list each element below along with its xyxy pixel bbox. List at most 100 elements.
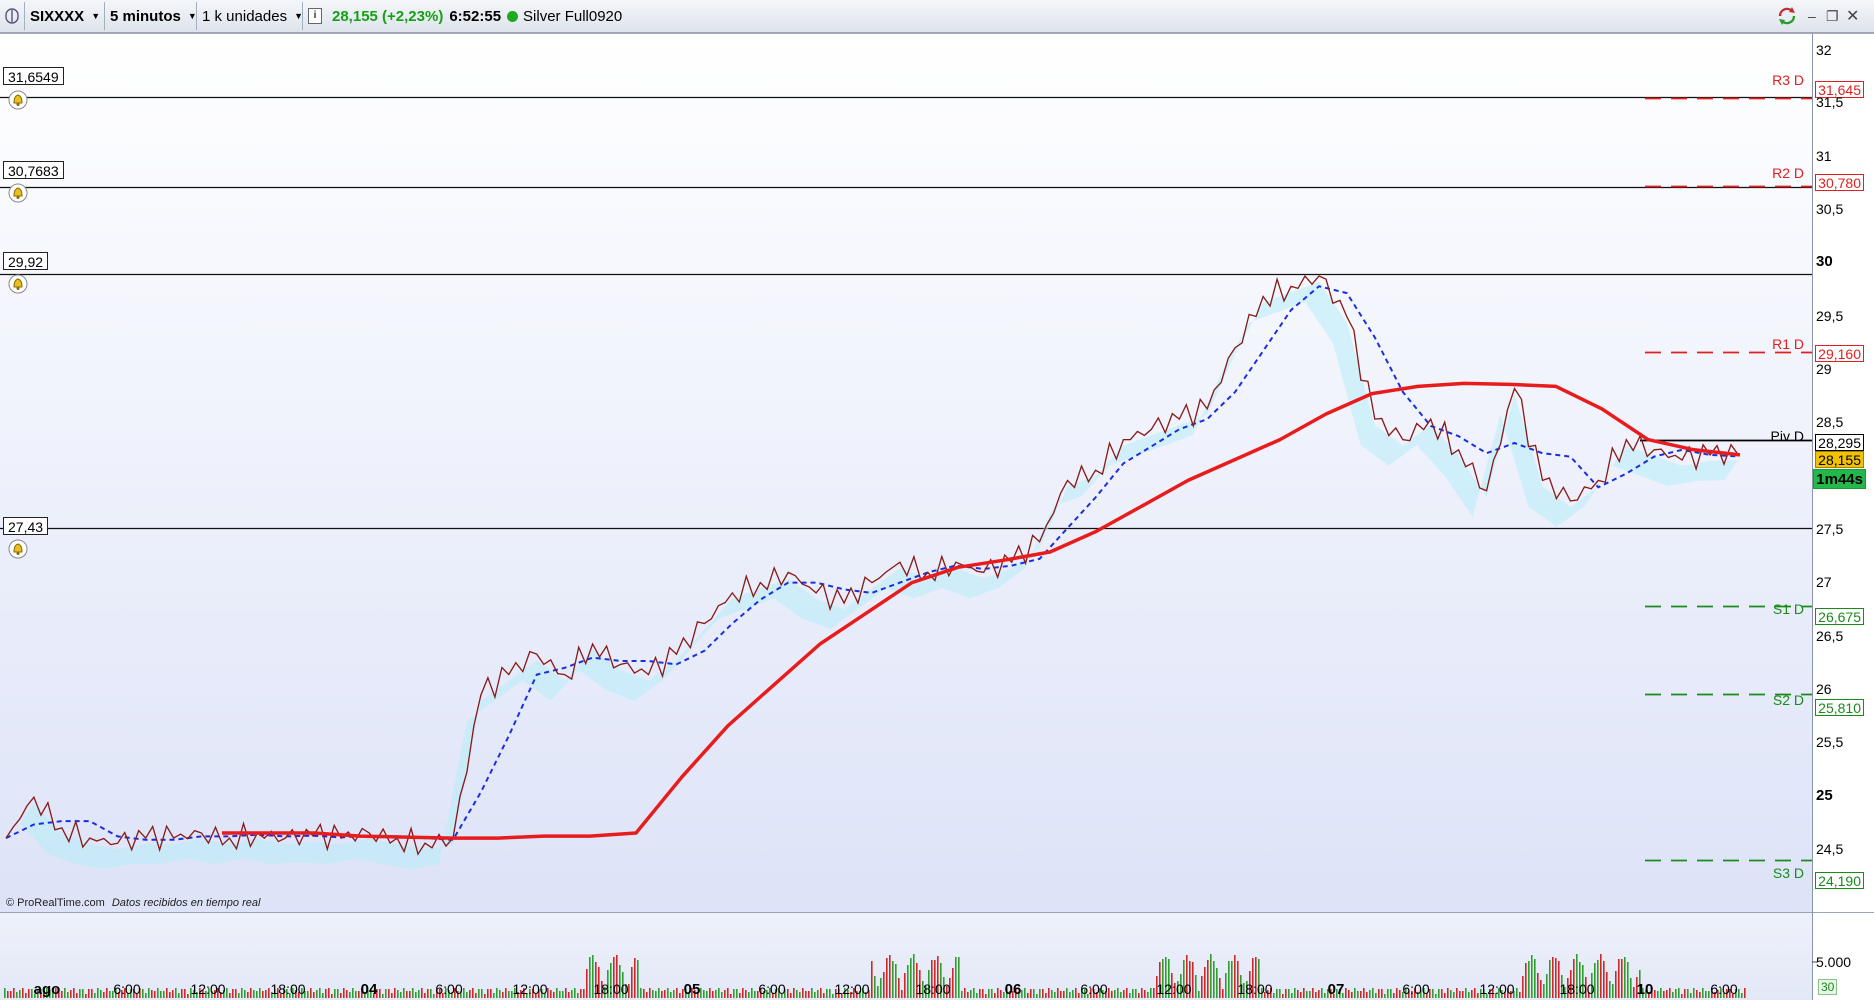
x-tick: 18:00 [915, 981, 951, 997]
volume-bar [352, 988, 354, 998]
volume-bar [1681, 994, 1683, 998]
bell-icon[interactable] [8, 274, 28, 294]
volume-bar [1726, 989, 1728, 998]
x-tick: 04 [360, 981, 378, 998]
volume-bar [1405, 988, 1407, 998]
volume-bar [310, 988, 312, 998]
volume-bar [1516, 988, 1518, 998]
volume-bar [1003, 992, 1005, 998]
volume-bar [1177, 981, 1179, 998]
volume-bar [1534, 959, 1536, 998]
alert-level-label[interactable]: 30,7683 [3, 161, 64, 179]
volume-bar [1240, 975, 1242, 998]
volume-bar [400, 992, 402, 998]
volume-bar [1624, 957, 1626, 998]
volume-bar [55, 988, 57, 998]
volume-bar [1546, 974, 1548, 998]
restore-icon[interactable]: ❐ [1826, 8, 1839, 24]
volume-bar [751, 988, 753, 998]
volume-bar [868, 990, 870, 998]
volume-bar [718, 988, 720, 998]
volume-bar [1729, 989, 1731, 998]
pivot-label-r3: R3 D [1772, 72, 1804, 88]
alert-level-label[interactable]: 27,43 [3, 517, 49, 535]
volume-indicator-value: 30 [1818, 979, 1838, 995]
volume-bar [1357, 991, 1359, 998]
volume-bar [1159, 962, 1161, 998]
bell-icon[interactable] [8, 183, 28, 203]
volume-bar [1504, 992, 1506, 998]
volume-bar [610, 963, 612, 998]
volume-bar [1621, 959, 1623, 998]
volume-bar [1174, 983, 1176, 998]
window-menu-icon[interactable] [2, 3, 22, 29]
volume-bar [1009, 991, 1011, 998]
volume-bar [652, 990, 654, 998]
volume-bar [766, 990, 768, 998]
minimize-icon[interactable]: – [1808, 8, 1816, 24]
volume-bar [163, 991, 165, 998]
volume-bar [1420, 990, 1422, 998]
volume-bar [1687, 989, 1689, 998]
volume-bar [1294, 988, 1296, 998]
volume-bar [787, 989, 789, 998]
volume-bar [940, 963, 942, 998]
volume-bar [934, 960, 936, 998]
info-icon[interactable]: i [308, 8, 322, 24]
bell-icon[interactable] [8, 539, 28, 559]
symbol-dropdown[interactable]: SIXXXX ▼ [30, 3, 100, 29]
volume-bar [67, 992, 69, 998]
volume-bar [22, 988, 24, 998]
x-tick: 12:00 [190, 981, 226, 997]
volume-bar [328, 988, 330, 998]
volume-bar [1441, 989, 1443, 998]
volume-bar [877, 986, 879, 998]
volume-bar [1561, 975, 1563, 998]
volume-bar [1354, 988, 1356, 998]
volume-bar [775, 989, 777, 998]
volume-bar [676, 988, 678, 998]
bell-icon[interactable] [8, 90, 28, 110]
volume-bar [1738, 989, 1740, 998]
alert-level-label[interactable]: 29,92 [3, 252, 49, 270]
volume-bar [229, 993, 231, 998]
close-icon[interactable]: ✕ [1846, 8, 1860, 25]
volume-bar [778, 988, 780, 998]
volume-bar [1456, 988, 1458, 998]
volume-bar [883, 972, 885, 998]
volume-bar [496, 988, 498, 998]
volume-bar [364, 992, 366, 998]
volume-bar [697, 992, 699, 998]
volume-bar [1396, 988, 1398, 998]
volume-bar [1633, 987, 1635, 998]
volume-bar [1318, 990, 1320, 998]
pivot-label-s1: S1 D [1772, 601, 1804, 617]
volume-bar [1264, 992, 1266, 998]
volume-bar [373, 993, 375, 998]
x-tick: 18:00 [1559, 981, 1595, 997]
volume-bar [643, 989, 645, 998]
x-tick: 12:00 [1156, 981, 1192, 997]
x-tick: 6:00 [1080, 981, 1108, 997]
price-chart[interactable] [0, 33, 1874, 1000]
volume-bar [850, 992, 852, 998]
volume-bar [733, 989, 735, 998]
volume-bar [1528, 961, 1530, 998]
units-dropdown[interactable]: 1 k unidades ▼ [202, 3, 303, 29]
timeframe-dropdown[interactable]: 5 minutos ▼ [110, 3, 197, 29]
volume-bar [31, 989, 33, 998]
volume-bar [271, 992, 273, 998]
sync-icon[interactable] [1776, 5, 1798, 30]
volume-bar [631, 967, 633, 998]
volume-bar [1141, 988, 1143, 998]
price-chart-area[interactable]: 31,6549 30,7683 29,92 27,43 R3 D 31,645 … [0, 33, 1874, 1000]
volume-bar [1246, 981, 1248, 998]
volume-bar [70, 990, 72, 998]
volume-bar [832, 994, 834, 998]
volume-bar [1186, 955, 1188, 998]
y-tick: 28,5 [1816, 414, 1844, 430]
volume-bar [97, 988, 99, 998]
alert-level-label[interactable]: 31,6549 [3, 67, 64, 85]
volume-bar [598, 967, 600, 998]
y-tick: 27 [1816, 574, 1832, 590]
